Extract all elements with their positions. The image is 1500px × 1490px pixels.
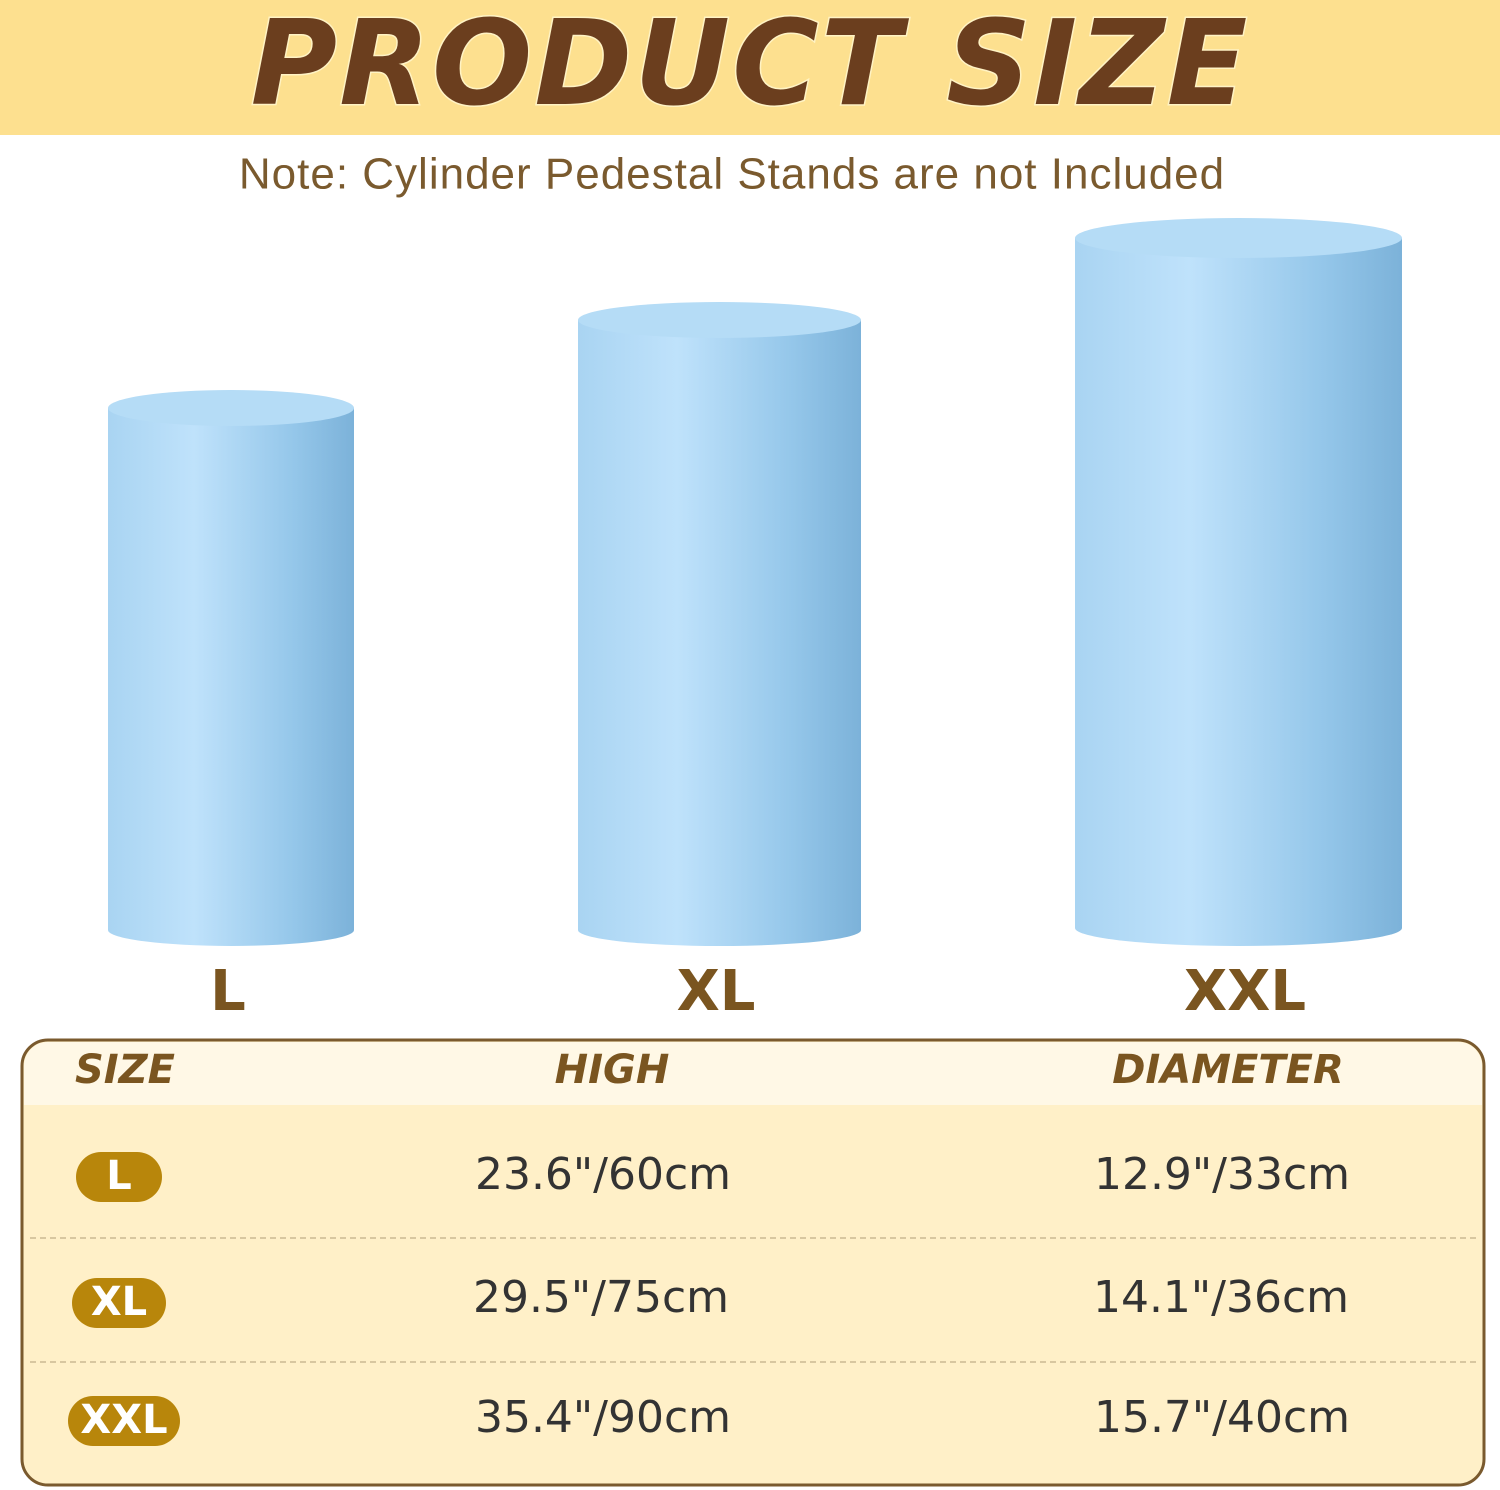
table-cell: 29.5"/75cm: [473, 1272, 729, 1323]
table-cell: 15.7"/40cm: [1094, 1392, 1350, 1443]
product-label: XL: [677, 959, 756, 1024]
size-badge: [68, 1396, 180, 1446]
size-table: SIZE HIGH DIAMETER L 23.6"/60cm 12.9"/33…: [20, 1038, 1486, 1487]
size-badge-text: XL: [91, 1279, 147, 1325]
size-badge-text: XXL: [80, 1397, 167, 1443]
cylinder-l: [108, 390, 354, 946]
cylinder-xxl: [1075, 218, 1402, 946]
header-band: [0, 0, 1500, 135]
title: PRODUCT SIZE: [251, 0, 1250, 132]
size-badge: [72, 1278, 166, 1328]
size-badge: [76, 1152, 162, 1202]
table-header: HIGH: [555, 1047, 670, 1093]
size-badge-text: L: [106, 1153, 132, 1199]
table-cell: 14.1"/36cm: [1093, 1272, 1349, 1323]
table-cell: 12.9"/33cm: [1094, 1149, 1350, 1200]
table-header: DIAMETER: [1112, 1047, 1344, 1093]
product-label: L: [210, 959, 246, 1024]
table-cell: 35.4"/90cm: [475, 1392, 731, 1443]
cylinder-xl: [578, 302, 861, 946]
table-header: SIZE: [75, 1047, 175, 1093]
product-label: XXL: [1184, 959, 1306, 1024]
note: Note: Cylinder Pedestal Stands are not I…: [239, 150, 1225, 199]
table-cell: 23.6"/60cm: [475, 1149, 731, 1200]
